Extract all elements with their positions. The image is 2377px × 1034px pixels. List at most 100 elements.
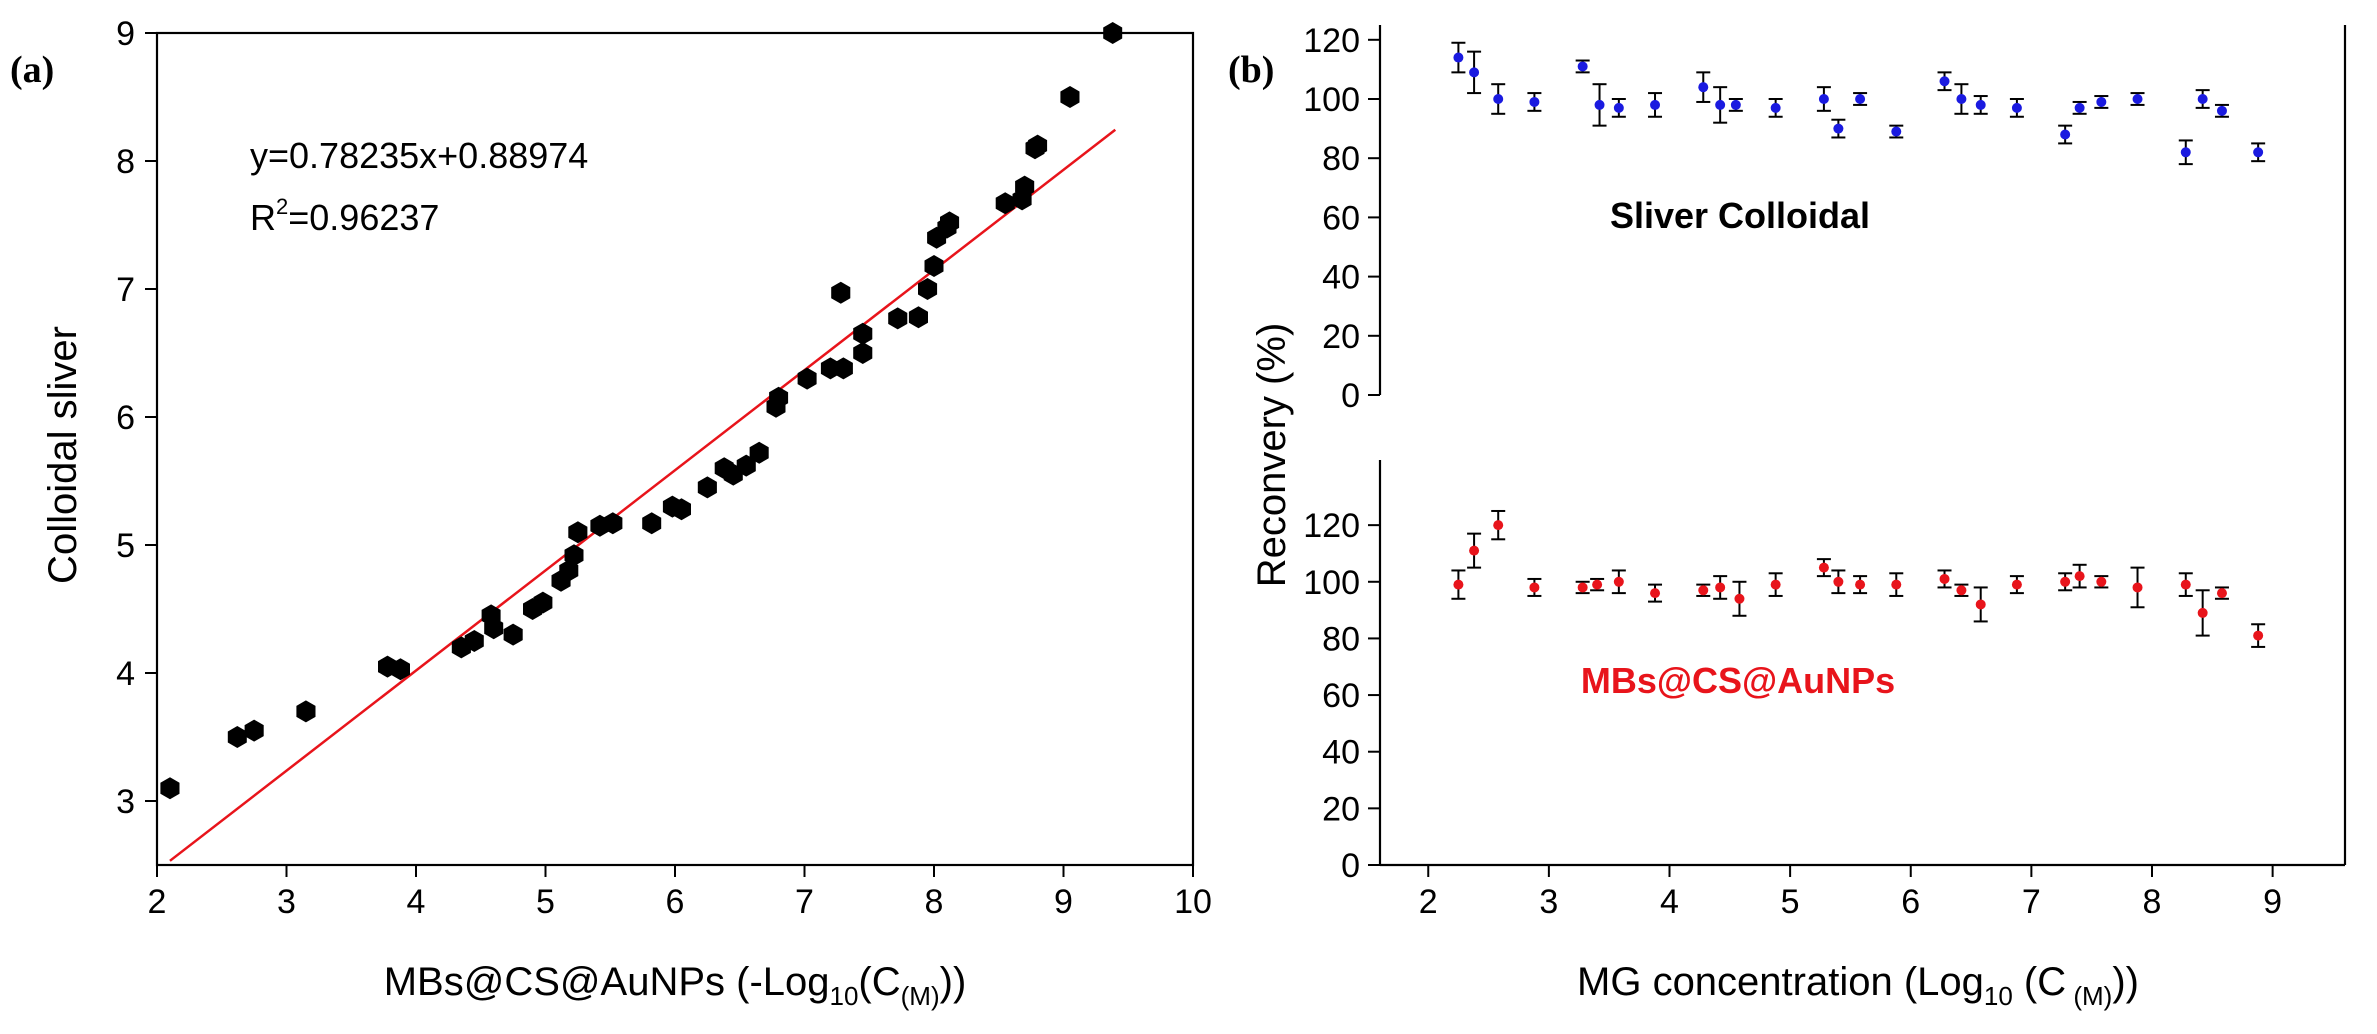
data-point: [1975, 599, 1986, 610]
x-tick-label-a: 10: [1174, 883, 1212, 921]
y-tick-label-a: 4: [116, 655, 135, 693]
data-point: [918, 278, 938, 300]
x-tick-label-a: 7: [795, 883, 814, 921]
data-point: [2011, 102, 2022, 113]
series-label-sliver-colloidal: Sliver Colloidal: [1610, 195, 1870, 236]
x-tick-label-a: 8: [925, 883, 944, 921]
y-tick-label-b: 100: [1303, 564, 1360, 602]
data-point: [1529, 582, 1540, 593]
data-point: [2096, 576, 2107, 587]
panel-label-b: (b): [1228, 49, 1274, 91]
data-point: [1592, 579, 1603, 590]
data-point: [2216, 588, 2227, 599]
data-point: [642, 512, 662, 535]
panel-label-a: (a): [10, 49, 54, 91]
x-tick-label-b: 8: [2143, 883, 2162, 921]
x-tick-label-a: 5: [536, 883, 555, 921]
x-axis-title-b-main: MG concentration (Log: [1577, 960, 1984, 1004]
data-point: [697, 476, 717, 499]
data-point: [1613, 576, 1624, 587]
y-tick-label-b: 100: [1303, 81, 1360, 119]
data-point: [1939, 76, 1950, 87]
data-point: [797, 367, 817, 390]
data-point: [1975, 99, 1986, 110]
data-point: [2011, 579, 2022, 590]
x-axis-title-a-mid: (C: [858, 960, 900, 1004]
data-point: [227, 726, 247, 748]
y-tick-label-b: 20: [1322, 790, 1360, 828]
data-point: [1715, 582, 1726, 593]
data-point: [736, 454, 756, 477]
data-point: [2132, 94, 2143, 104]
data-point: [1770, 102, 1781, 113]
y-tick-label-a: 3: [116, 783, 135, 821]
y-axis-title-a: Colloidal sliver: [41, 326, 85, 584]
data-point: [1028, 134, 1048, 157]
x-axis-title-b-mid: (C: [2013, 960, 2066, 1004]
y-tick-label-b: 40: [1322, 259, 1360, 297]
r-squared-value: =0.96237: [288, 197, 439, 238]
data-point: [1818, 562, 1829, 573]
data-point: [484, 617, 504, 640]
data-point: [2253, 630, 2264, 641]
y-tick-label-a: 8: [116, 143, 135, 181]
chart-panel-b: 0 20 40 60 80 100 120 0 20 40 60 80 100 120 2 3 4 5 6 7 8 9 (…: [1228, 22, 2347, 1011]
data-point: [888, 307, 908, 330]
data-point: [1577, 582, 1588, 593]
data-point: [564, 544, 584, 567]
data-point: [2216, 105, 2227, 116]
x-tick-label-b: 4: [1660, 883, 1679, 921]
data-point: [1818, 94, 1829, 104]
x-axis-title-a-end: )): [940, 960, 967, 1004]
data-point: [503, 623, 523, 646]
data-point: [244, 719, 264, 742]
data-point: [1891, 126, 1902, 137]
data-point: [1613, 102, 1624, 113]
x-tick-label-b: 9: [2263, 883, 2282, 921]
y-tick-label-b: 60: [1322, 677, 1360, 715]
data-point: [533, 591, 553, 614]
data-point: [2197, 94, 2208, 104]
data-point: [1715, 99, 1726, 110]
data-point: [995, 192, 1015, 215]
y-tick-label-a: 5: [116, 527, 135, 565]
x-tick-label-a: 4: [407, 883, 426, 921]
fit-equation: y=0.78235x+0.88974: [250, 135, 588, 176]
data-point: [1469, 67, 1480, 78]
data-point: [2197, 607, 2208, 618]
data-point: [749, 441, 769, 464]
data-point: [1650, 588, 1661, 599]
data-point: [1015, 175, 1035, 198]
y-tick-label-a: 9: [116, 15, 135, 53]
chart-panel-a: 2 3 4 5 6 7 8 9 10 3 4 5 6 7 8 9 (a) y=0.78235x+0.88974…: [10, 15, 1212, 1011]
data-point: [1956, 94, 1967, 104]
data-point: [1833, 123, 1844, 134]
y-tick-label-b: 0: [1341, 847, 1360, 885]
data-point: [2180, 579, 2191, 590]
x-tick-label-a: 9: [1054, 883, 1073, 921]
x-axis-title-b: MG concentration (Log10 (C (M))): [1577, 960, 2139, 1011]
data-point: [1770, 579, 1781, 590]
data-point: [1453, 52, 1464, 63]
data-point: [1594, 99, 1605, 110]
r-squared-superscript: 2: [276, 194, 288, 219]
y-axis-title-b: Reconvery (%): [1250, 323, 1294, 588]
data-point: [2060, 129, 2071, 140]
data-point: [1493, 520, 1504, 531]
x-axis-title-b-sub: 10: [1984, 981, 2013, 1011]
data-point: [940, 211, 960, 234]
y-tick-label-b: 60: [1322, 199, 1360, 237]
x-axis-title-b-sub2: (M): [2066, 981, 2112, 1011]
r-squared-symbol: R: [250, 197, 276, 238]
data-point: [853, 342, 873, 364]
data-point: [2096, 96, 2107, 107]
data-point: [464, 630, 484, 652]
data-point: [2074, 571, 2085, 582]
data-point: [1698, 585, 1709, 596]
y-tick-label-b: 120: [1303, 507, 1360, 545]
fit-line: [169, 128, 1117, 862]
data-point: [1103, 22, 1123, 44]
data-point: [2132, 582, 2143, 593]
data-point: [671, 498, 691, 521]
